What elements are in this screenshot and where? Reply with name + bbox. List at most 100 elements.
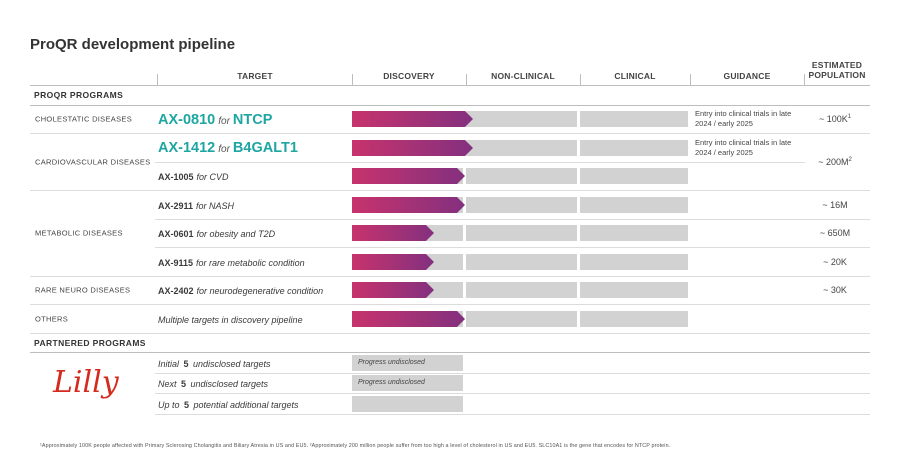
guidance-text: Entry into clinical trials in late 2024 … bbox=[695, 138, 792, 157]
header-guidance: GUIDANCE bbox=[723, 71, 771, 81]
row-divider bbox=[30, 333, 870, 334]
program-ax-2911: AX-2911 for NASH bbox=[158, 196, 234, 214]
program-ax-0810: AX-0810 for NTCP bbox=[158, 111, 272, 129]
progress-undisclosed: Progress undisclosed bbox=[358, 379, 425, 386]
category-cardiovascular: CARDIOVASCULAR DISEASES bbox=[35, 157, 151, 167]
row-divider bbox=[155, 162, 805, 163]
row-divider bbox=[30, 276, 870, 277]
program-ax-1412: AX-1412 for B4GALT1 bbox=[158, 139, 298, 157]
program-target: B4GALT1 bbox=[232, 140, 298, 156]
program-ax-9115: AX-9115 for rare metabolic condition bbox=[158, 253, 305, 271]
row-divider bbox=[30, 304, 870, 305]
guidance-text: Entry into clinical trials in late 2024 … bbox=[695, 109, 792, 128]
program-for: for bbox=[218, 144, 230, 155]
partnered-row: Next 5 undisclosed targets bbox=[158, 374, 268, 392]
row-divider bbox=[155, 219, 870, 220]
header-discovery: DISCOVERY bbox=[383, 71, 435, 81]
header-tick bbox=[157, 74, 158, 85]
program-ax-1005: AX-1005 for CVD bbox=[158, 167, 229, 185]
pipeline-track bbox=[352, 396, 463, 412]
population-number: ~ 200M bbox=[818, 157, 849, 167]
lilly-logo-text: Lilly bbox=[52, 365, 120, 400]
program-target: NTCP bbox=[232, 112, 273, 128]
footnote-ref: 1 bbox=[847, 114, 852, 120]
progress-bar bbox=[352, 197, 465, 213]
lilly-logo: Lilly bbox=[52, 365, 120, 400]
category-cholestatic: CHOLESTATIC DISEASES bbox=[35, 114, 132, 124]
header-population-line1: ESTIMATED bbox=[811, 59, 863, 70]
partnered-row: Up to 5 potential additional targets bbox=[158, 395, 299, 413]
header-tick bbox=[352, 74, 353, 85]
progress-bar bbox=[352, 282, 434, 298]
progress-bar bbox=[352, 111, 473, 127]
program-code: AX-2911 bbox=[158, 201, 194, 211]
partnered-post: undisclosed targets bbox=[192, 359, 271, 369]
header-population: ESTIMATED POPULATION bbox=[804, 58, 870, 85]
program-label: Multiple targets in discovery pipeline bbox=[158, 315, 303, 325]
row-divider bbox=[30, 352, 870, 353]
partnered-post: potential additional targets bbox=[193, 400, 299, 410]
program-for: for bbox=[218, 116, 230, 127]
footnote-ref: 2 bbox=[848, 157, 852, 163]
pipeline-track: Progress undisclosed bbox=[352, 355, 463, 371]
progress-bar bbox=[352, 254, 434, 270]
header-tick bbox=[580, 74, 581, 85]
program-code: AX-1412 bbox=[158, 140, 216, 156]
population-value: ~ 100K1 bbox=[810, 114, 860, 124]
section-proqr-programs: PROQR PROGRAMS bbox=[34, 90, 124, 100]
row-divider bbox=[155, 414, 870, 415]
progress-bar bbox=[352, 168, 465, 184]
population-number: ~ 100K bbox=[818, 114, 848, 124]
category-others: OTHERS bbox=[35, 314, 69, 324]
program-code: AX-2402 bbox=[158, 286, 194, 296]
partnered-row: Initial 5 undisclosed targets bbox=[158, 354, 270, 372]
header-nonclinical: NON-CLINICAL bbox=[491, 71, 555, 81]
partnered-post: undisclosed targets bbox=[190, 379, 268, 389]
pipeline-track: Progress undisclosed bbox=[352, 375, 463, 391]
program-code: AX-0810 bbox=[158, 112, 216, 128]
header-divider bbox=[30, 85, 870, 86]
pipeline-track bbox=[352, 254, 688, 270]
header-tick bbox=[690, 74, 691, 85]
progress-bar bbox=[352, 225, 434, 241]
category-metabolic: METABOLIC DISEASES bbox=[35, 228, 123, 238]
program-ax-2402: AX-2402 for neurodegenerative condition bbox=[158, 281, 323, 299]
header-tick bbox=[466, 74, 467, 85]
footnote: ¹Approximately 100K people affected with… bbox=[40, 443, 671, 449]
program-others: Multiple targets in discovery pipeline bbox=[158, 310, 303, 328]
header-clinical: CLINICAL bbox=[614, 71, 656, 81]
progress-bar bbox=[352, 140, 473, 156]
pipeline-track bbox=[352, 197, 688, 213]
progress-undisclosed: Progress undisclosed bbox=[358, 359, 425, 366]
population-value: ~ 30K bbox=[823, 285, 847, 295]
header-population-line2: POPULATION bbox=[808, 69, 866, 80]
pipeline-track bbox=[352, 111, 688, 127]
program-indication: for obesity and T2D bbox=[196, 229, 276, 239]
pipeline-track bbox=[352, 282, 688, 298]
row-divider bbox=[155, 393, 870, 394]
row-divider bbox=[30, 190, 870, 191]
row-divider bbox=[30, 133, 870, 134]
population-value: ~ 16M bbox=[822, 200, 848, 210]
pipeline-track bbox=[352, 311, 688, 327]
category-rare-neuro: RARE NEURO DISEASES bbox=[35, 285, 131, 295]
program-code: AX-0601 bbox=[158, 229, 194, 239]
progress-bar bbox=[352, 311, 465, 327]
page-title: ProQR development pipeline bbox=[30, 36, 236, 53]
partnered-pre: Next bbox=[158, 379, 177, 389]
program-code: AX-1005 bbox=[158, 172, 194, 182]
pipeline-track bbox=[352, 140, 688, 156]
program-code: AX-9115 bbox=[158, 258, 194, 268]
partnered-pre: Initial bbox=[158, 359, 180, 369]
program-ax-0601: AX-0601 for obesity and T2D bbox=[158, 224, 275, 242]
header-tick bbox=[804, 74, 805, 85]
header-target: TARGET bbox=[237, 71, 273, 81]
row-divider bbox=[155, 247, 870, 248]
program-indication: for neurodegenerative condition bbox=[196, 286, 324, 296]
section-partnered-programs: PARTNERED PROGRAMS bbox=[34, 338, 146, 348]
row-divider bbox=[30, 105, 870, 106]
population-value: ~ 200M2 bbox=[810, 157, 860, 167]
program-indication: for NASH bbox=[196, 201, 235, 211]
program-indication: for CVD bbox=[196, 172, 229, 182]
partnered-count: 5 bbox=[183, 400, 189, 410]
